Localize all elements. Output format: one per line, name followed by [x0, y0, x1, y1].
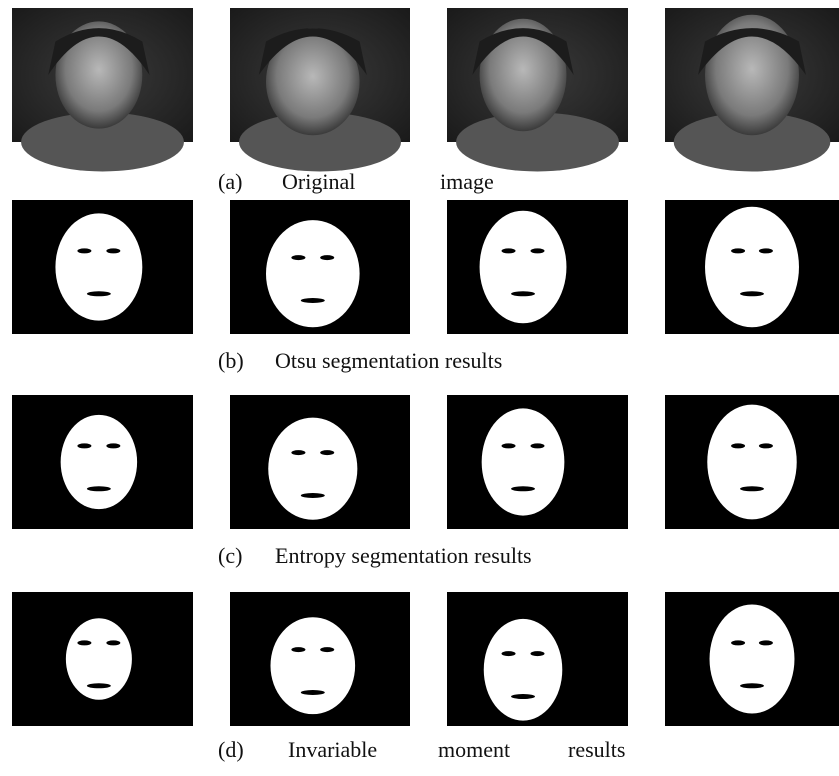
face-panel: [230, 592, 410, 726]
eye-hole: [106, 248, 120, 253]
face-mask: [707, 405, 796, 520]
eye-hole: [531, 651, 545, 656]
eye-hole: [77, 248, 91, 253]
eye-hole: [502, 651, 516, 656]
caption-text: Invariable: [288, 737, 377, 762]
mouth-hole: [87, 486, 111, 491]
eye-hole: [77, 443, 91, 448]
mouth-hole: [740, 683, 764, 688]
figure: (a) Original image (b) Otsu segmentation res…: [0, 0, 839, 776]
face-mask: [705, 207, 799, 328]
eye-hole: [531, 443, 545, 448]
mouth-hole: [87, 683, 111, 688]
face-mask: [480, 211, 567, 324]
face-panel: [12, 592, 193, 726]
caption-label: (a): [218, 169, 242, 194]
eye-hole: [320, 450, 334, 455]
face-mask: [270, 617, 355, 714]
eye-hole: [759, 640, 773, 645]
caption-text: Original: [282, 169, 355, 194]
mouth-hole: [87, 291, 111, 296]
face-panel: [447, 8, 628, 171]
face-panel: [12, 8, 193, 171]
face-panel: [12, 200, 193, 334]
eye-hole: [106, 443, 120, 448]
face-mask: [482, 408, 565, 515]
caption-label: (d): [218, 737, 244, 762]
mouth-hole: [740, 486, 764, 491]
eye-hole: [759, 248, 773, 253]
eye-hole: [291, 647, 305, 652]
mouth-hole: [301, 690, 325, 695]
face-panel: [447, 592, 628, 726]
eye-hole: [291, 450, 305, 455]
face-mask: [61, 415, 137, 509]
mouth-hole: [301, 493, 325, 498]
eye-hole: [502, 443, 516, 448]
mouth-hole: [740, 291, 764, 296]
face-mask: [710, 604, 795, 713]
face-mask: [484, 619, 563, 721]
eye-hole: [77, 640, 91, 645]
face-panel: [230, 395, 410, 529]
caption-label: (b): [218, 348, 244, 373]
eye-hole: [106, 640, 120, 645]
face-panel: [665, 8, 839, 171]
face-mask: [55, 213, 142, 320]
mouth-hole: [511, 291, 535, 296]
mouth-hole: [511, 486, 535, 491]
face-panel: [665, 395, 839, 529]
eye-hole: [731, 640, 745, 645]
caption-text: Otsu segmentation results: [275, 348, 502, 373]
caption-text: moment: [438, 737, 510, 762]
caption-label: (c): [218, 543, 242, 568]
face-mask: [266, 220, 360, 327]
caption-text: image: [440, 169, 494, 194]
mouth-hole: [511, 694, 535, 699]
eye-hole: [291, 255, 305, 260]
eye-hole: [759, 443, 773, 448]
caption-text: Entropy segmentation results: [275, 543, 532, 568]
face-panel: [12, 395, 193, 529]
face-mask: [268, 418, 357, 520]
face-panel: [665, 200, 839, 334]
eye-hole: [531, 248, 545, 253]
face-panel: [447, 395, 628, 529]
eye-hole: [320, 647, 334, 652]
face-panel: [230, 8, 410, 171]
eye-hole: [731, 248, 745, 253]
mouth-hole: [301, 298, 325, 303]
eye-hole: [731, 443, 745, 448]
caption-text: results: [568, 737, 625, 762]
face-panel: [447, 200, 628, 334]
face-panel: [665, 592, 839, 726]
eye-hole: [502, 248, 516, 253]
face-panel: [230, 200, 410, 334]
eye-hole: [320, 255, 334, 260]
